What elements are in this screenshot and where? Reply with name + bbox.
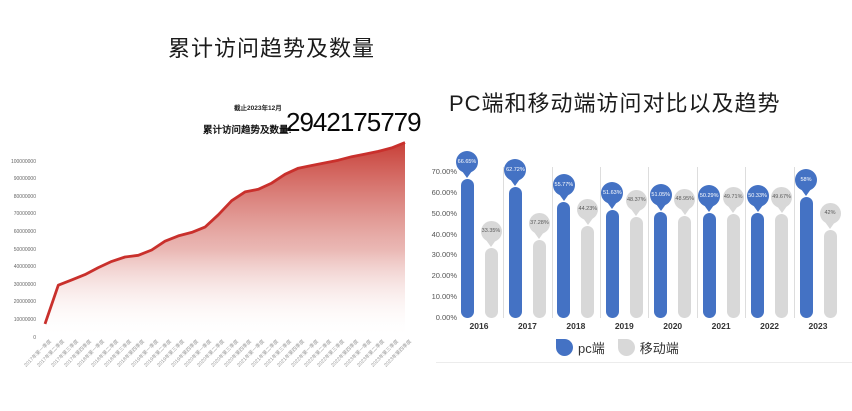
- mobile-value-bubble-2018: 44.23%: [577, 198, 599, 220]
- pc-value-bubble-2021-pointer: [704, 205, 715, 213]
- pc-value-bubble-2016: 66.65%: [456, 150, 478, 173]
- legend-item-mobile[interactable]: 移动端: [617, 338, 679, 357]
- pc-legend-label: pc端: [578, 341, 605, 356]
- mobile-bar-2018[interactable]: [581, 225, 595, 318]
- left-chart-title: 累计访问趋势及数量: [168, 36, 376, 61]
- year-separator: [696, 167, 698, 318]
- pc-value-bubble-2016-pointer: [462, 170, 472, 178]
- pc-value-bubble-2018: 55.77%: [552, 173, 575, 196]
- mobile-legend-label: 移动端: [639, 341, 679, 356]
- mobile-value-bubble-2021: 49.71%: [722, 187, 744, 209]
- year-separator: [745, 167, 747, 318]
- bar-y-tick: 0.00%: [435, 313, 457, 322]
- mobile-value-bubble-2019-pointer: [631, 209, 642, 217]
- year-separator: [503, 167, 505, 318]
- total-visits-value: 2942175779: [286, 107, 422, 137]
- legend-item-pc[interactable]: pc端: [556, 338, 605, 357]
- mobile-drop-icon: [617, 339, 635, 356]
- bar-y-tick: 10.00%: [431, 292, 457, 302]
- pc-value-bubble-2019: 51.63%: [601, 182, 624, 205]
- pc-value-bubble-2017-pointer: [510, 179, 521, 187]
- area-y-tick: 40000000: [13, 264, 36, 271]
- pc-drop-icon: [556, 339, 573, 356]
- mobile-value-bubble-2021-pointer: [728, 206, 739, 214]
- pc-value-bubble-2020: 51.05%: [649, 183, 672, 206]
- mobile-value-bubble-2016: 33.35%: [480, 221, 502, 243]
- mobile-bar-2017[interactable]: [532, 240, 546, 318]
- pc-bar-2018[interactable]: [557, 201, 571, 318]
- mobile-bar-2019[interactable]: [629, 217, 643, 318]
- total-visits-label: 累计访问趋势及数量:: [203, 125, 292, 136]
- mobile-value-bubble-2020-pointer: [679, 207, 690, 215]
- pc-value-bubble-2019-pointer: [607, 202, 618, 210]
- mobile-bar-2022[interactable]: [775, 214, 789, 318]
- bar-x-tick-2017: 2017: [517, 321, 537, 331]
- bar-x-tick-2020: 2020: [663, 321, 683, 331]
- bar-x-tick-2019: 2019: [614, 321, 634, 331]
- right-chart-title: PC端和移动端访问对比以及趋势: [449, 91, 781, 116]
- bar-y-tick: 50.00%: [431, 208, 457, 218]
- bar-x-tick-2018: 2018: [566, 321, 586, 331]
- area-y-tick: 60000000: [13, 228, 36, 235]
- year-separator: [793, 167, 795, 318]
- area-y-tick: 20000000: [13, 299, 36, 306]
- area-y-tick: 0: [33, 334, 36, 341]
- panel-divider: [436, 362, 852, 363]
- area-y-tick: 100000000: [10, 158, 36, 165]
- mobile-value-bubble-2018-pointer: [582, 217, 593, 225]
- pc-bar-2020[interactable]: [654, 211, 668, 318]
- mobile-value-bubble-2023: 42%: [819, 203, 841, 225]
- pc-bar-2016[interactable]: [460, 178, 474, 318]
- pc-value-bubble-2021: 50.29%: [698, 185, 721, 208]
- pc-bar-2019[interactable]: [605, 210, 619, 318]
- bar-y-tick: 60.00%: [431, 187, 457, 197]
- pc-value-bubble-2023: 58%: [795, 169, 817, 192]
- area-y-tick: 70000000: [13, 211, 36, 218]
- bar-x-tick-2021: 2021: [711, 321, 731, 331]
- bar-y-tick: 70.00%: [431, 167, 457, 176]
- area-y-tick: 90000000: [13, 176, 36, 183]
- pc-value-bubble-2018-pointer: [558, 193, 569, 201]
- year-separator: [648, 167, 650, 318]
- pc-value-bubble-2022-pointer: [752, 205, 763, 213]
- area-chart-svg: [43, 141, 406, 338]
- area-y-tick: 10000000: [13, 316, 36, 323]
- pc-bar-2022[interactable]: [751, 213, 765, 318]
- mobile-value-bubble-2020: 48.95%: [674, 188, 696, 210]
- mobile-bar-2016[interactable]: [484, 248, 498, 318]
- pc-value-bubble-2023-pointer: [801, 189, 811, 197]
- chart-legend: pc端 移动端: [556, 338, 679, 357]
- mobile-value-bubble-2019: 48.37%: [625, 190, 647, 212]
- area-line: [43, 141, 406, 325]
- year-separator: [600, 167, 602, 318]
- mobile-value-bubble-2023-pointer: [825, 222, 835, 230]
- mobile-value-bubble-2017-pointer: [534, 232, 545, 240]
- year-separator: [551, 167, 553, 318]
- bar-y-tick: 20.00%: [431, 271, 457, 281]
- pc-bar-2023[interactable]: [799, 197, 813, 318]
- bar-x-tick-2016: 2016: [469, 321, 489, 331]
- mobile-value-bubble-2016-pointer: [486, 240, 496, 248]
- mobile-value-bubble-2022-pointer: [776, 206, 787, 214]
- area-y-tick: 50000000: [13, 246, 36, 253]
- pc-bar-2017[interactable]: [508, 187, 522, 318]
- area-y-tick: 30000000: [13, 281, 36, 288]
- pc-value-bubble-2017: 62.72%: [504, 159, 527, 182]
- bar-x-tick-2023: 2023: [808, 321, 828, 331]
- mobile-value-bubble-2017: 37.28%: [528, 213, 550, 235]
- pc-bar-2021[interactable]: [702, 213, 716, 318]
- as-of-date: 截止2023年12月: [234, 105, 282, 112]
- area-fill: [45, 142, 405, 338]
- pc-value-bubble-2020-pointer: [655, 203, 666, 211]
- mobile-value-bubble-2022: 49.67%: [771, 187, 793, 209]
- area-y-tick: 80000000: [13, 193, 36, 200]
- bar-y-tick: 30.00%: [431, 250, 457, 260]
- mobile-bar-2020[interactable]: [678, 215, 692, 318]
- mobile-bar-2023[interactable]: [823, 230, 837, 318]
- pc-value-bubble-2022: 50.33%: [746, 185, 769, 208]
- mobile-bar-2021[interactable]: [726, 214, 740, 318]
- bar-x-tick-2022: 2022: [760, 321, 780, 331]
- bar-y-tick: 40.00%: [431, 229, 457, 239]
